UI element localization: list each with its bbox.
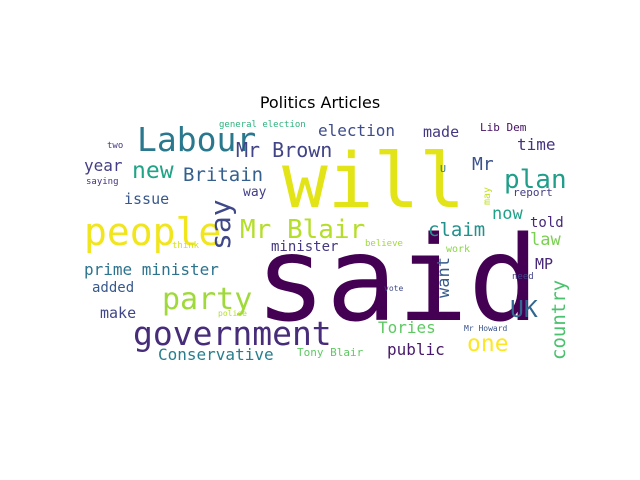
word-believe: believe [365, 239, 403, 249]
word-said: said [255, 210, 539, 348]
word-may: may [482, 187, 493, 205]
word-mr-howard: Mr Howard [464, 324, 508, 333]
word-will: will [282, 136, 465, 225]
word-plan: plan [504, 165, 567, 195]
word-mr-brown: Mr Brown [236, 138, 332, 162]
word-mp: MP [535, 255, 553, 273]
word-people: people [84, 210, 221, 254]
word-work: work [446, 244, 470, 255]
word-uk: UK [510, 297, 538, 323]
word-claim: claim [428, 219, 485, 241]
word-lib-dem: Lib Dem [480, 121, 527, 134]
word-tony-blair: Tony Blair [297, 346, 364, 359]
word-mr: Mr [472, 154, 494, 175]
word-say: say [204, 199, 237, 250]
word-want: want [434, 257, 454, 298]
word-made: made [423, 123, 459, 141]
word-two: two [107, 141, 123, 151]
word-think: think [172, 241, 200, 251]
word-vote: vote [384, 284, 403, 293]
word-mr-blair: Mr Blair [240, 215, 365, 245]
word-conservative: Conservative [158, 345, 274, 364]
word-now: now [492, 204, 523, 224]
word-police: police [218, 309, 247, 318]
word-told: told [530, 215, 564, 231]
word-election: election [318, 121, 395, 140]
word-general-election: general election [219, 120, 306, 130]
chart-title: Politics Articles [259, 93, 381, 112]
word-labour: Labour [137, 120, 256, 159]
word-law: law [530, 230, 561, 250]
word-make: make [100, 304, 136, 322]
word-one: one [467, 331, 509, 357]
word-government: government [133, 314, 332, 353]
word-minister: minister [271, 239, 338, 255]
word-need: need [512, 272, 534, 282]
word-issue: issue [124, 190, 169, 208]
word-tories: Tories [378, 318, 436, 337]
word-u: U [440, 164, 446, 175]
word-britain: Britain [183, 164, 263, 186]
word-way: way [243, 185, 267, 200]
word-added: added [92, 280, 134, 296]
word-time: time [517, 135, 556, 154]
word-saying: saying [86, 177, 119, 187]
word-prime-minister: prime minister [84, 260, 219, 279]
word-year: year [84, 156, 123, 175]
word-country: country [548, 280, 570, 360]
word-party: party [162, 282, 252, 317]
word-report: report [513, 186, 553, 199]
word-public: public [387, 340, 445, 359]
word-new: new [132, 158, 174, 184]
